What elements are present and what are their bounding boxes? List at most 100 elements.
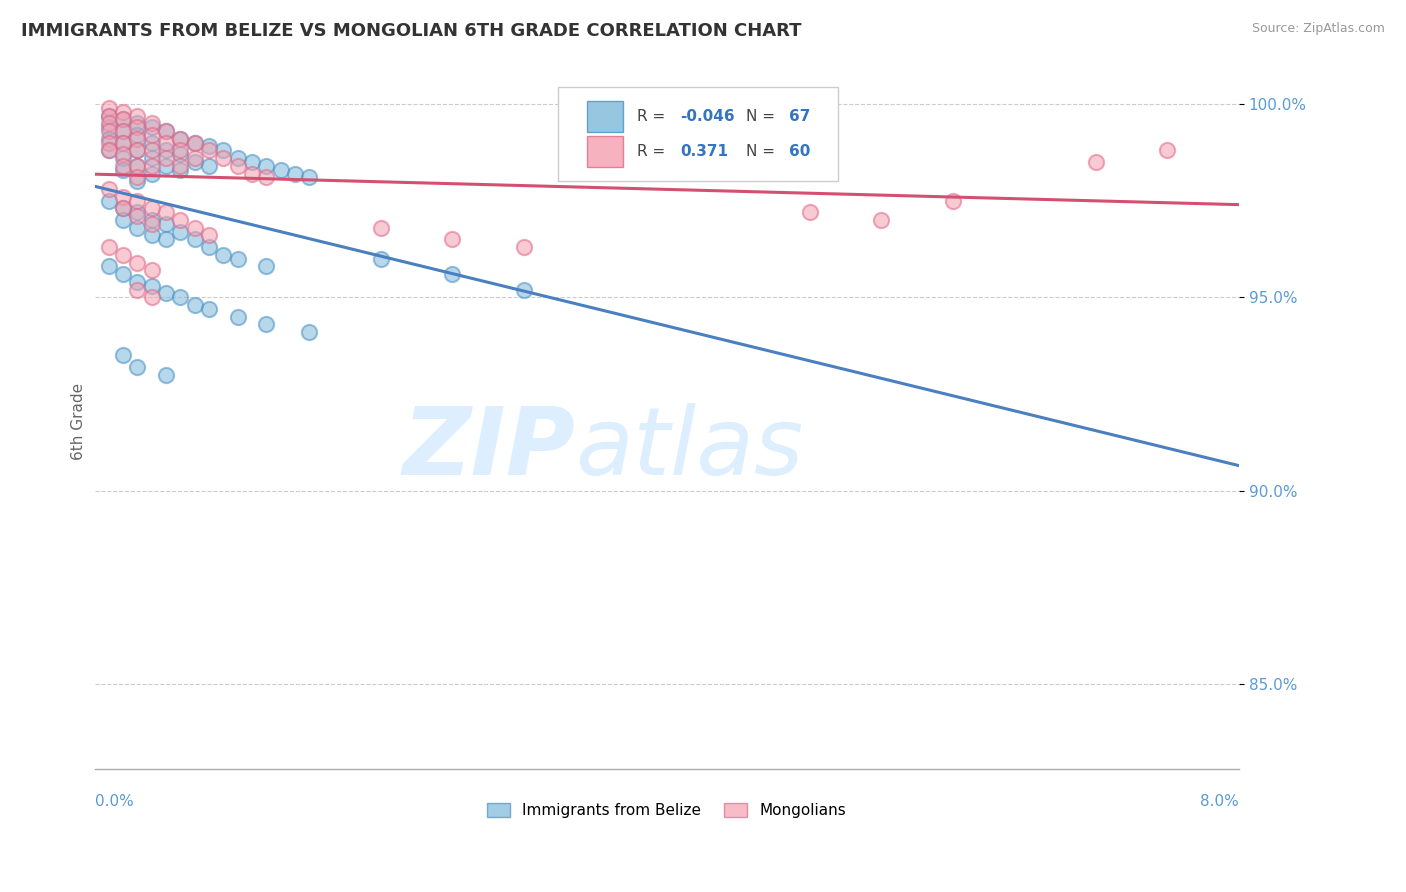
Point — [169, 213, 191, 227]
Text: 0.371: 0.371 — [681, 144, 728, 159]
Point — [155, 124, 177, 138]
Point — [127, 120, 149, 135]
Point — [370, 220, 392, 235]
Point — [254, 318, 277, 332]
Point — [183, 136, 205, 150]
Point — [112, 124, 135, 138]
Point — [112, 348, 135, 362]
FancyBboxPatch shape — [586, 136, 623, 167]
Text: IMMIGRANTS FROM BELIZE VS MONGOLIAN 6TH GRADE CORRELATION CHART: IMMIGRANTS FROM BELIZE VS MONGOLIAN 6TH … — [21, 22, 801, 40]
Point — [141, 136, 163, 150]
Point — [112, 136, 135, 150]
Y-axis label: 6th Grade: 6th Grade — [72, 383, 86, 459]
Point — [183, 136, 205, 150]
Point — [254, 170, 277, 185]
Point — [141, 290, 163, 304]
Point — [240, 167, 263, 181]
Point — [212, 144, 235, 158]
Point — [97, 120, 120, 135]
Point — [183, 220, 205, 235]
Point — [127, 144, 149, 158]
Point — [169, 147, 191, 161]
Point — [254, 260, 277, 274]
Point — [198, 139, 221, 153]
Point — [198, 144, 221, 158]
Point — [183, 232, 205, 246]
Point — [169, 132, 191, 146]
Point — [298, 170, 321, 185]
Point — [127, 116, 149, 130]
Point — [226, 252, 249, 266]
Point — [155, 232, 177, 246]
Point — [155, 136, 177, 150]
Point — [155, 159, 177, 173]
Point — [212, 248, 235, 262]
Text: N =: N = — [745, 144, 779, 159]
Point — [870, 213, 893, 227]
FancyBboxPatch shape — [558, 87, 838, 181]
Point — [441, 267, 464, 281]
Point — [183, 155, 205, 169]
Point — [97, 109, 120, 123]
Point — [942, 194, 965, 208]
Point — [226, 151, 249, 165]
Point — [127, 109, 149, 123]
Point — [155, 368, 177, 382]
Point — [1156, 144, 1178, 158]
Point — [97, 144, 120, 158]
Point — [97, 132, 120, 146]
Point — [198, 240, 221, 254]
Point — [127, 194, 149, 208]
Point — [155, 124, 177, 138]
Point — [127, 205, 149, 219]
Point — [97, 194, 120, 208]
Point — [112, 202, 135, 216]
Point — [169, 162, 191, 177]
Point — [1084, 155, 1107, 169]
Point — [169, 144, 191, 158]
Point — [155, 286, 177, 301]
Point — [127, 174, 149, 188]
Point — [127, 128, 149, 142]
Point — [97, 109, 120, 123]
Point — [226, 159, 249, 173]
Text: 60: 60 — [789, 144, 811, 159]
FancyBboxPatch shape — [586, 101, 623, 132]
Point — [141, 159, 163, 173]
Point — [799, 205, 821, 219]
Point — [169, 290, 191, 304]
Point — [127, 170, 149, 185]
Point — [97, 116, 120, 130]
Point — [97, 136, 120, 150]
Point — [127, 275, 149, 289]
Point — [141, 120, 163, 135]
Point — [127, 359, 149, 374]
Point — [284, 167, 307, 181]
Point — [97, 124, 120, 138]
Point — [169, 132, 191, 146]
Point — [112, 151, 135, 165]
Point — [127, 209, 149, 223]
Point — [112, 124, 135, 138]
Point — [112, 112, 135, 127]
Point — [112, 202, 135, 216]
Point — [370, 252, 392, 266]
Point — [441, 232, 464, 246]
Text: -0.046: -0.046 — [681, 109, 735, 124]
Point — [141, 278, 163, 293]
Text: N =: N = — [745, 109, 779, 124]
Point — [112, 159, 135, 173]
Point — [155, 217, 177, 231]
Point — [112, 190, 135, 204]
Point — [127, 220, 149, 235]
Point — [127, 159, 149, 173]
Point — [127, 159, 149, 173]
Point — [155, 144, 177, 158]
Point — [112, 248, 135, 262]
Point — [141, 116, 163, 130]
Text: Source: ZipAtlas.com: Source: ZipAtlas.com — [1251, 22, 1385, 36]
Point — [141, 217, 163, 231]
Point — [212, 151, 235, 165]
Text: 67: 67 — [789, 109, 811, 124]
Point — [141, 167, 163, 181]
